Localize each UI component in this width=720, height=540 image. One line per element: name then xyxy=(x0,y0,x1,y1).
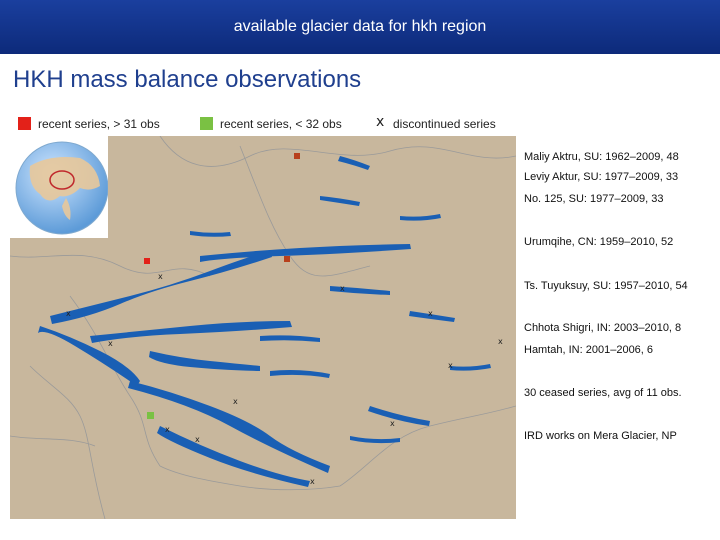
x-marker-icon: x xyxy=(66,309,71,318)
site-label: 30 ceased series, avg of 11 obs. xyxy=(524,387,682,399)
site-marker xyxy=(284,256,290,262)
site-label: Urumqihe, CN: 1959–2010, 52 xyxy=(524,236,674,248)
x-marker-icon: x xyxy=(498,337,503,346)
x-marker-icon: x xyxy=(390,419,395,428)
site-labels: Maliy Aktru, SU: 1962–2009, 48 Leviy Akt… xyxy=(524,0,720,540)
discontinued-markers: x x x x x x x x x x x x xyxy=(66,272,503,486)
glacier-areas xyxy=(38,156,491,487)
x-marker-icon: x xyxy=(376,114,385,130)
x-marker-icon: x xyxy=(165,425,170,434)
x-marker-icon: x xyxy=(233,397,238,406)
x-marker-icon: x xyxy=(340,284,345,293)
x-marker-icon: x xyxy=(158,272,163,281)
country-borders xyxy=(10,136,516,519)
site-label: Chhota Shigri, IN: 2003–2010, 8 xyxy=(524,322,682,334)
x-marker-icon: x xyxy=(108,339,113,348)
site-marker xyxy=(147,412,154,419)
x-marker-icon: x xyxy=(195,435,200,444)
green-square-icon xyxy=(200,117,213,130)
site-label: No. 125, SU: 1977–2009, 33 xyxy=(524,193,664,205)
legend-label: discontinued series xyxy=(393,117,496,131)
site-marker xyxy=(294,153,300,159)
x-marker-icon: x xyxy=(310,477,315,486)
site-label: Hamtah, IN: 2001–2006, 6 xyxy=(524,344,654,356)
banner-title: available glacier data for hkh region xyxy=(0,0,720,54)
page-title: HKH mass balance observations xyxy=(13,66,362,93)
x-marker-icon: x xyxy=(428,309,433,318)
site-marker xyxy=(144,258,150,264)
globe-inset xyxy=(10,136,109,238)
red-square-icon xyxy=(18,117,31,130)
x-marker-icon: x xyxy=(448,361,453,370)
site-label: IRD works on Mera Glacier, NP xyxy=(524,430,677,442)
legend-label: recent series, > 31 obs xyxy=(38,117,160,131)
legend-label: recent series, < 32 obs xyxy=(220,117,342,131)
site-markers xyxy=(144,153,300,419)
site-label: Leviy Aktur, SU: 1977–2009, 33 xyxy=(524,171,679,183)
site-label: Maliy Aktru, SU: 1962–2009, 48 xyxy=(524,151,679,163)
site-label: Ts. Tuyuksuy, SU: 1957–2010, 54 xyxy=(524,280,688,292)
